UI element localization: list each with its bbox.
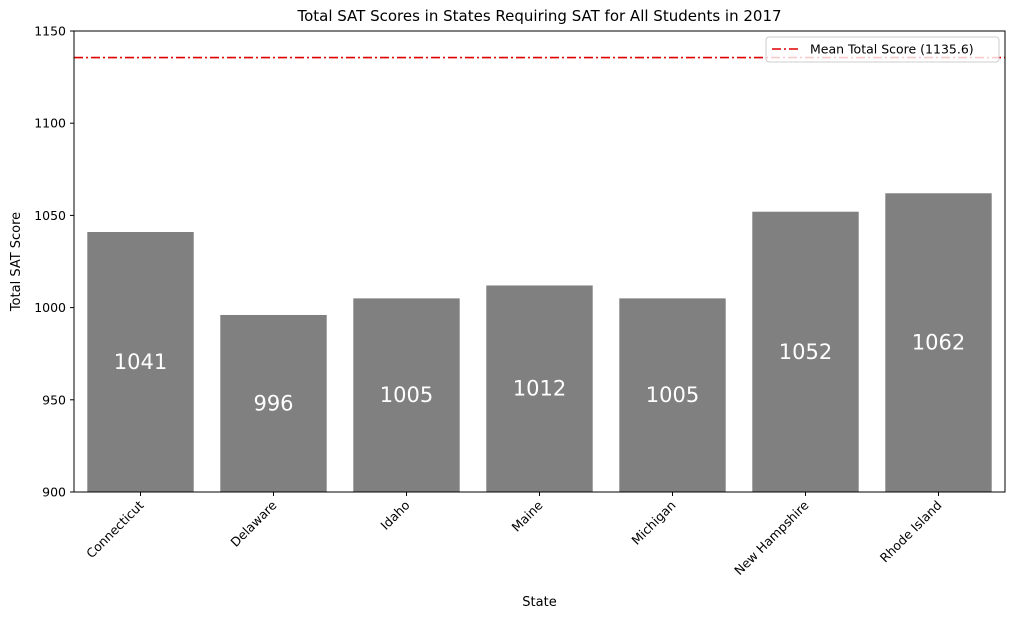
legend: Mean Total Score (1135.6)	[765, 36, 1000, 63]
bar-value-label: 1005	[380, 383, 433, 407]
x-tick-label: Rhode Island	[877, 498, 945, 566]
plot-frame	[73, 30, 1006, 493]
y-tick-label: 1050	[34, 208, 66, 223]
bar-value-label: 996	[253, 391, 293, 415]
legend-box	[765, 36, 1000, 63]
legend-entry-mean: Mean Total Score (1135.6)	[810, 42, 974, 57]
y-axis-label: Total SAT Score	[9, 212, 24, 312]
bar-value-label: 1062	[912, 331, 965, 355]
bar-value-label: 1041	[114, 350, 167, 374]
plot-area: 1041 Connecticut 996 Delaware 1005 Idaho 1012 M…	[34, 24, 1006, 578]
bar-idaho	[353, 298, 460, 492]
y-tick-label: 950	[42, 392, 66, 407]
bar-value-label: 1005	[646, 383, 699, 407]
chart-title: Total SAT Scores in States Requiring SAT…	[296, 7, 781, 25]
y-tick-label: 1000	[34, 300, 66, 315]
x-tick-label: Delaware	[227, 497, 279, 549]
x-axis-label: State	[522, 595, 556, 610]
x-tick-label: Connecticut	[83, 497, 147, 561]
bar-rhode-island	[885, 193, 992, 492]
bar-value-label: 1052	[779, 340, 832, 364]
bar-new-hampshire	[752, 211, 859, 492]
y-tick-label: 1150	[34, 24, 66, 39]
y-tick-label: 900	[42, 485, 66, 500]
bar-delaware	[220, 314, 327, 492]
bar-maine	[486, 285, 593, 492]
x-tick-label: Idaho	[377, 498, 412, 533]
x-tick-label: Maine	[508, 497, 545, 534]
bar-connecticut	[87, 231, 194, 492]
x-tick-label: New Hampshire	[731, 497, 812, 578]
x-tick-label: Michigan	[628, 498, 678, 548]
bar-value-label: 1012	[513, 377, 566, 401]
y-tick-label: 1100	[34, 116, 66, 131]
bar-michigan	[619, 298, 726, 492]
